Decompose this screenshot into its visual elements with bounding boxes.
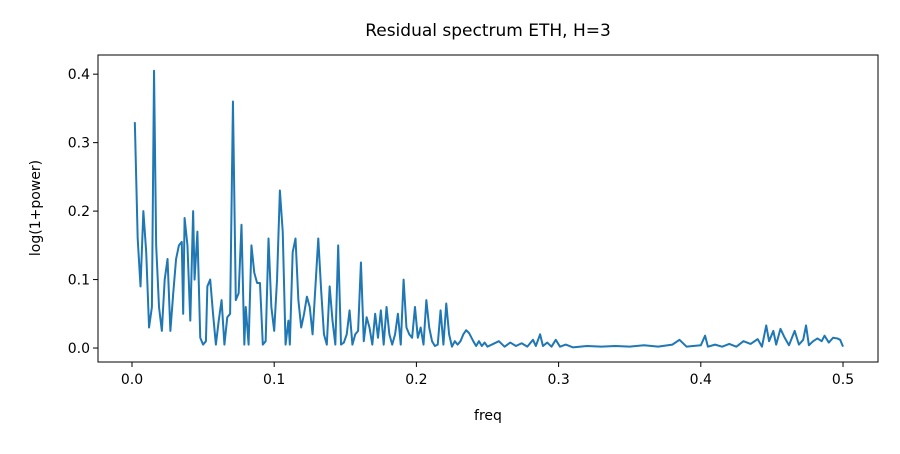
x-tick-label: 0.1 (263, 372, 285, 388)
x-tick-label: 0.4 (690, 372, 712, 388)
chart-title: Residual spectrum ETH, H=3 (365, 21, 611, 41)
y-tick-label: 0.2 (68, 204, 90, 220)
plot-frame (97, 54, 879, 363)
x-tick-label: 0.5 (832, 372, 854, 388)
y-tick-label: 0.1 (68, 273, 90, 289)
x-tick-label: 0.2 (405, 372, 427, 388)
y-tick-label: 0.3 (68, 136, 90, 152)
x-tick-label: 0.3 (547, 372, 569, 388)
x-tick-label: 0.0 (121, 372, 143, 388)
line-series (133, 69, 844, 349)
x-axis-label: freq (474, 408, 502, 424)
y-tick-label: 0.4 (68, 67, 90, 83)
y-tick-label: 0.0 (68, 341, 90, 357)
y-axis-label: log(1+power) (28, 160, 44, 256)
